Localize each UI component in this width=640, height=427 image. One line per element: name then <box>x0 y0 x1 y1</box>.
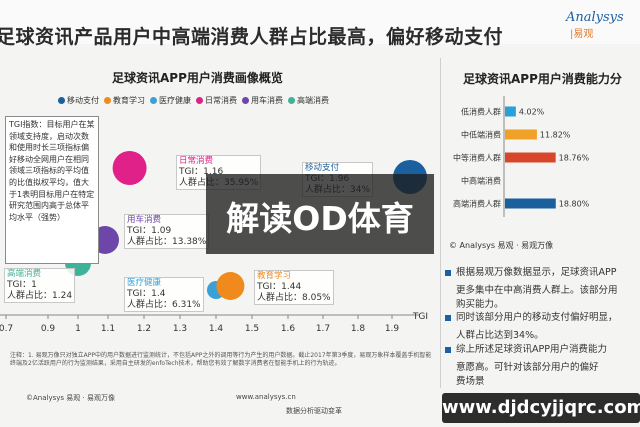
x-tick-label: 1.5 <box>245 324 259 334</box>
bubble-label: 用车消费 TGI：1.09 人群占比：13.38% <box>124 214 210 249</box>
legend-label: 教育学习 <box>113 96 145 105</box>
x-axis-label: TGI <box>412 312 428 322</box>
bar-chart-source: © Analysys 易观 · 易观万像 <box>449 241 554 250</box>
bubble-5 <box>216 272 245 300</box>
summary-bullet: 购买能力。 <box>456 298 504 310</box>
bubble-label-line: 教育学习 <box>257 271 292 281</box>
bar-category-label: 中低端消费 <box>461 130 501 140</box>
legend-item: 高端消费 <box>288 95 329 106</box>
bar-value-label: 4.02% <box>519 108 545 117</box>
bar-2 <box>505 152 556 163</box>
legend-label: 用车消费 <box>251 96 283 105</box>
bubble-label-line: 日常消费 <box>179 156 214 166</box>
x-tick-label: 1.8 <box>351 324 366 334</box>
bubble-chart-legend: 移动支付 教育学习 医疗健康 日常消费 用车消费 高端消费 <box>58 95 329 106</box>
bubble-chart-title: 足球资讯APP用户消费画像概览 <box>112 71 283 85</box>
logo-line-2: |易观 <box>570 29 594 40</box>
bubble-label-line: 高端消费 <box>7 269 42 279</box>
bar-value-label: 11.82% <box>540 131 571 140</box>
overlay-title: 解读OD体育 <box>226 199 414 238</box>
page-title: 足球资讯产品用户中高端消费人群占比最高，偏好移动支付 <box>0 26 504 48</box>
logo-line-1: Analysys <box>566 10 624 25</box>
analysys-logo: Analysys |易观 <box>566 10 640 40</box>
legend-label: 医疗健康 <box>159 96 191 105</box>
bar-category-label: 中等消费人群 <box>453 153 501 163</box>
bar-value-label: 18.80% <box>559 200 590 209</box>
legend-swatch <box>150 97 157 104</box>
x-tick-label: 1.6 <box>281 324 296 334</box>
legend-label: 日常消费 <box>205 96 237 105</box>
bubble-0 <box>112 151 147 185</box>
summary-bullets: 根据易观万像数据显示，足球资讯APP 更多集中在中高消费人群上。该部分用 购买能力。… <box>444 266 640 388</box>
legend-item: 医疗健康 <box>150 95 191 106</box>
legend-item: 移动支付 <box>58 95 99 106</box>
legend-swatch <box>104 97 111 104</box>
x-tick-label: 1 <box>75 324 81 334</box>
tgi-explanation-text: TGI指数：目标用户在某领域支持度，启动次数和使用时长三项指标偏好移动全网用户在… <box>9 120 95 222</box>
bar-category-label: 高端消费人群 <box>453 199 501 209</box>
bar-chart: 低消费人群 4.02% 中低端消费 11.82% 中等消费人群 18.76% 中高端消费高端… <box>453 96 590 217</box>
bubble-label-line: 医疗健康 <box>127 278 162 288</box>
bubble-label-line: 人群占比：6.31% <box>127 300 201 310</box>
legend-label: 高端消费 <box>297 96 329 105</box>
footer-url: www.analysys.cn <box>236 393 296 401</box>
summary-bullet: 同时该部分用户的移动支付偏好明显， <box>444 311 640 325</box>
bar-category-label: 低消费人群 <box>461 107 501 117</box>
x-tick-label: 0.9 <box>41 324 56 334</box>
legend-swatch <box>196 97 203 104</box>
x-tick-label: 1.7 <box>316 324 330 334</box>
watermark-bar <box>442 393 640 423</box>
tgi-explanation-box: TGI指数：目标用户在某领域支持度，启动次数和使用时长三项指标偏好移动全网用户在… <box>5 116 99 264</box>
bubble-label-line: TGI：1 <box>7 280 37 290</box>
bubble-label-line: TGI：1.44 <box>257 282 302 292</box>
bubble-label: 教育学习 TGI：1.44 人群占比：8.05% <box>254 270 334 305</box>
panel-divider <box>440 58 441 388</box>
bubble-label-line: TGI：1.16 <box>179 167 224 177</box>
footer-source: ©Analysys 易观 · 易观万像 <box>26 394 115 402</box>
bar-value-label: 18.76% <box>559 154 590 163</box>
bar-4 <box>505 198 556 209</box>
legend-item: 教育学习 <box>104 95 145 106</box>
legend-swatch <box>58 97 65 104</box>
bar-0 <box>505 106 516 117</box>
x-tick-label: 1.2 <box>137 324 151 334</box>
x-tick-label: 1.4 <box>209 324 224 334</box>
bubble-label-line: 人群占比：1.24 <box>7 291 73 301</box>
summary-bullet: 意愿高。可针对该部分用户的偏好 <box>456 361 599 373</box>
legend-swatch <box>242 97 249 104</box>
x-tick-label: 0.7 <box>0 324 13 334</box>
title-overlay <box>206 174 434 254</box>
x-tick-label: 1.9 <box>385 324 400 334</box>
x-tick-label: 1.1 <box>101 324 115 334</box>
summary-bullet: 综上所述足球资讯APP用户消费能力 <box>444 343 640 357</box>
top-bar <box>0 0 640 44</box>
bubble-label-line: 用车消费 <box>127 215 162 225</box>
bar-chart-title: 足球资讯APP用户消费能力分 <box>463 72 622 86</box>
footnote: 注释：1. 易观万像只对独立APP中的用户数据进行监测统计，不包括APP之外的调… <box>10 352 432 367</box>
summary-bullet: 费场景 <box>456 375 485 387</box>
bubble-label-line: TGI：1.09 <box>127 226 172 236</box>
bubble-label-line: TGI：1.4 <box>127 289 166 299</box>
bar-1 <box>505 129 537 140</box>
summary-bullet: 根据易观万像数据显示，足球资讯APP <box>444 266 640 280</box>
bubble-label: 高端消费 TGI：1 人群占比：1.24 <box>4 268 76 303</box>
summary-bullet: 更多集中在中高消费人群上。该部分用 <box>456 284 618 296</box>
x-tick-label: 1.3 <box>173 324 187 334</box>
bubble-label-line: 人群占比：13.38% <box>127 237 207 247</box>
bubble-label-line: 人群占比：8.05% <box>257 293 331 303</box>
bubble-label-line: 移动支付 <box>305 163 340 173</box>
bubble-label: 医疗健康 TGI：1.4 人群占比：6.31% <box>124 277 204 312</box>
summary-bullet: 人群占比达到34%。 <box>456 330 544 342</box>
legend-item: 用车消费 <box>242 95 283 106</box>
legend-swatch <box>288 97 295 104</box>
watermark-url: www.djdcyjjqrc.com <box>442 397 640 418</box>
bar-category-label: 中高端消费 <box>461 176 501 186</box>
legend-item: 日常消费 <box>196 95 237 106</box>
legend-label: 移动支付 <box>67 96 99 105</box>
footer-slogan: 数据分析驱动变革 <box>286 407 342 415</box>
